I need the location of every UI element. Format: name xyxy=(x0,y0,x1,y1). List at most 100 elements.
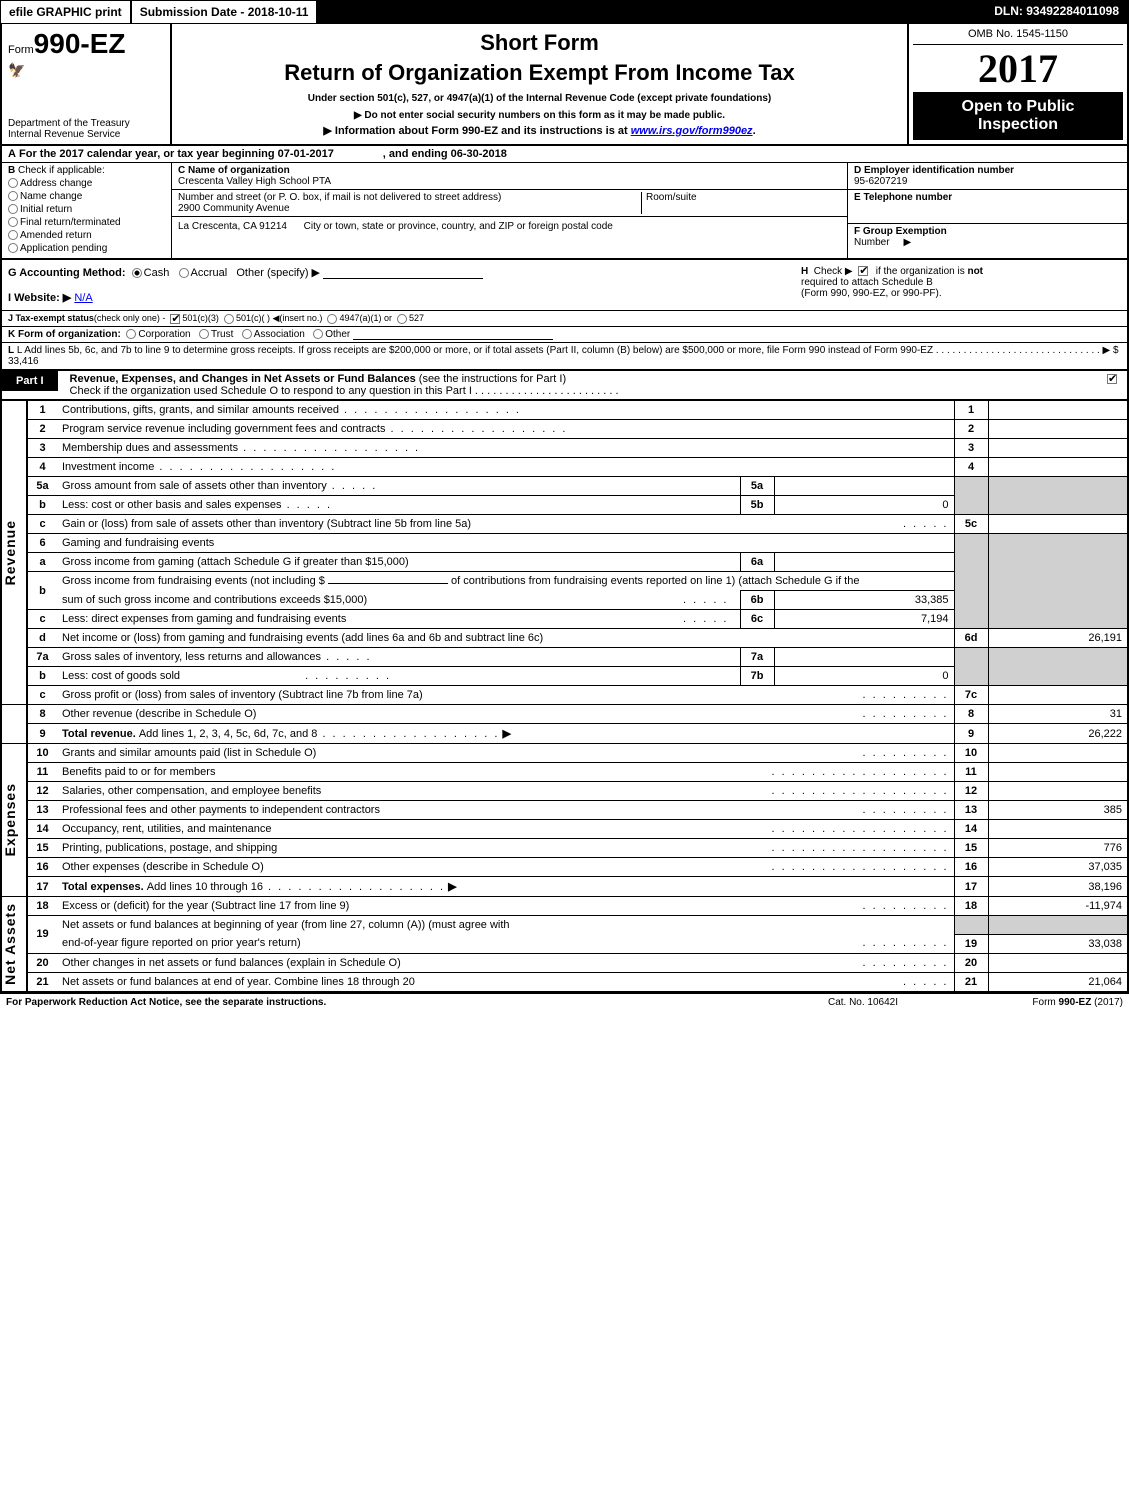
section-j: J Tax-exempt status(check only one) - 50… xyxy=(0,311,1129,327)
checkbox-h[interactable] xyxy=(858,266,868,276)
line-13-num: 13 xyxy=(27,801,57,820)
radio-4947[interactable] xyxy=(327,314,337,324)
line-9-desc: Total revenue. Add lines 1, 2, 3, 4, 5c,… xyxy=(57,724,954,744)
line-9-val: 26,222 xyxy=(988,724,1128,744)
line-15-val: 776 xyxy=(988,839,1128,858)
line-11-box: 11 xyxy=(954,763,988,782)
h-check-label: Check ▶ xyxy=(814,266,853,277)
header-center: Short Form Return of Organization Exempt… xyxy=(172,24,907,144)
dept-line-1: Department of the Treasury xyxy=(8,118,130,129)
opt-initial-return-label: Initial return xyxy=(20,204,72,215)
part-1-title-paren: (see the instructions for Part I) xyxy=(419,373,566,385)
opt-application-pending-label: Application pending xyxy=(20,243,107,254)
line-10-box: 10 xyxy=(954,744,988,763)
part-1-header: Part I Revenue, Expenses, and Changes in… xyxy=(0,371,1129,400)
radio-accrual[interactable] xyxy=(179,268,189,278)
line-6a-desc: Gross income from gaming (attach Schedul… xyxy=(57,553,740,572)
checkbox-address-change[interactable]: Address change xyxy=(8,178,165,189)
d-label: D Employer identification number xyxy=(854,165,1014,176)
line-15-box: 15 xyxy=(954,839,988,858)
dept-line-2: Internal Revenue Service xyxy=(8,129,120,140)
opt-amended-return-label: Amended return xyxy=(20,230,92,241)
radio-other-org[interactable] xyxy=(313,329,323,339)
other-org-input[interactable] xyxy=(353,339,553,340)
line-3-num: 3 xyxy=(27,439,57,458)
line-18-desc: Excess or (deficit) for the year (Subtra… xyxy=(57,897,954,916)
line-20-box: 20 xyxy=(954,953,988,972)
org-info: C Name of organization Crescenta Valley … xyxy=(172,163,847,258)
checkbox-application-pending[interactable]: Application pending xyxy=(8,243,165,254)
checkbox-initial-return[interactable]: Initial return xyxy=(8,204,165,215)
opt-accrual-label: Accrual xyxy=(191,267,228,279)
line-6b-num: b xyxy=(27,572,57,610)
line-1-val xyxy=(988,401,1128,420)
open-to-public-badge: Open to Public Inspection xyxy=(913,92,1123,140)
opt-address-change-label: Address change xyxy=(20,178,92,189)
line-6a-subval xyxy=(774,553,954,572)
tax-year: 2017 xyxy=(913,45,1123,92)
ein-value: 95-6207219 xyxy=(854,176,907,187)
checkbox-final-return[interactable]: Final return/terminated xyxy=(8,217,165,228)
line-19-val: 33,038 xyxy=(988,934,1128,953)
check-if-label: Check if applicable: xyxy=(18,165,105,176)
other-specify-input[interactable] xyxy=(323,278,483,279)
insert-no-hint: ◀(insert no.) xyxy=(272,313,322,323)
line-5c-val xyxy=(988,515,1128,534)
info-link[interactable]: www.irs.gov/form990ez xyxy=(631,125,753,137)
line-10-num: 10 xyxy=(27,744,57,763)
opt-association-label: Association xyxy=(254,329,305,340)
line-1-desc: Contributions, gifts, grants, and simila… xyxy=(57,401,954,420)
radio-501c[interactable] xyxy=(224,314,234,324)
line-2-val xyxy=(988,420,1128,439)
line-10-desc: Grants and similar amounts paid (list in… xyxy=(57,744,954,763)
check-if-applicable: B Check if applicable: Address change Na… xyxy=(2,163,172,258)
opt-trust-label: Trust xyxy=(211,329,233,340)
opt-501c3-label: 501(c)(3) xyxy=(182,313,219,323)
opt-final-return-label: Final return/terminated xyxy=(20,217,121,228)
line-9-num: 9 xyxy=(27,724,57,744)
efile-print-button[interactable]: efile GRAPHIC print xyxy=(0,0,131,24)
row-a-letter: A xyxy=(8,148,16,160)
radio-cash[interactable] xyxy=(132,268,142,278)
form-number: 990-EZ xyxy=(34,28,126,59)
line-21-box: 21 xyxy=(954,972,988,991)
line-12-desc: Salaries, other compensation, and employ… xyxy=(57,782,954,801)
room-suite-label: Room/suite xyxy=(641,192,841,214)
radio-trust[interactable] xyxy=(199,329,209,339)
j-label: J Tax-exempt status xyxy=(8,313,94,323)
opt-cash-label: Cash xyxy=(144,267,170,279)
checkbox-name-change[interactable]: Name change xyxy=(8,191,165,202)
line-6d-desc: Net income or (loss) from gaming and fun… xyxy=(57,629,954,648)
part-1-label: Part I xyxy=(2,371,58,391)
h-letter: H xyxy=(801,266,808,277)
checkbox-schedule-o[interactable] xyxy=(1107,374,1117,384)
form-header: Form990-EZ 🦅 Department of the Treasury … xyxy=(0,24,1129,146)
radio-corporation[interactable] xyxy=(126,329,136,339)
line-7c-box: 7c xyxy=(954,686,988,705)
radio-association[interactable] xyxy=(242,329,252,339)
line-20-desc: Other changes in net assets or fund bala… xyxy=(57,953,954,972)
line-7c-val xyxy=(988,686,1128,705)
treasury-seal-icon: 🦅 xyxy=(8,62,164,79)
info-prefix: ▶ Information about Form 990-EZ and its … xyxy=(323,125,630,137)
row-a-text-mid: , and ending 06-30-2018 xyxy=(383,148,507,160)
line-6b-sub: 6b xyxy=(740,591,774,610)
line-7a-desc: Gross sales of inventory, less returns a… xyxy=(57,648,740,667)
line-16-num: 16 xyxy=(27,858,57,877)
line-7c-num: c xyxy=(27,686,57,705)
checkbox-amended-return[interactable]: Amended return xyxy=(8,230,165,241)
line-18-box: 18 xyxy=(954,897,988,916)
line-17-num: 17 xyxy=(27,877,57,897)
j-sub: (check only one) - xyxy=(94,313,166,323)
line-12-box: 12 xyxy=(954,782,988,801)
ein-block: D Employer identification number 95-6207… xyxy=(848,163,1127,190)
line-1-box: 1 xyxy=(954,401,988,420)
radio-527[interactable] xyxy=(397,314,407,324)
c-label: C Name of organization xyxy=(178,165,290,176)
line-7a-sub: 7a xyxy=(740,648,774,667)
website-link[interactable]: N/A xyxy=(74,292,92,304)
submission-date-button[interactable]: Submission Date - 2018-10-11 xyxy=(131,0,318,24)
line-13-val: 385 xyxy=(988,801,1128,820)
checkbox-501c3[interactable] xyxy=(170,314,180,324)
k-label: K Form of organization: xyxy=(8,329,121,340)
